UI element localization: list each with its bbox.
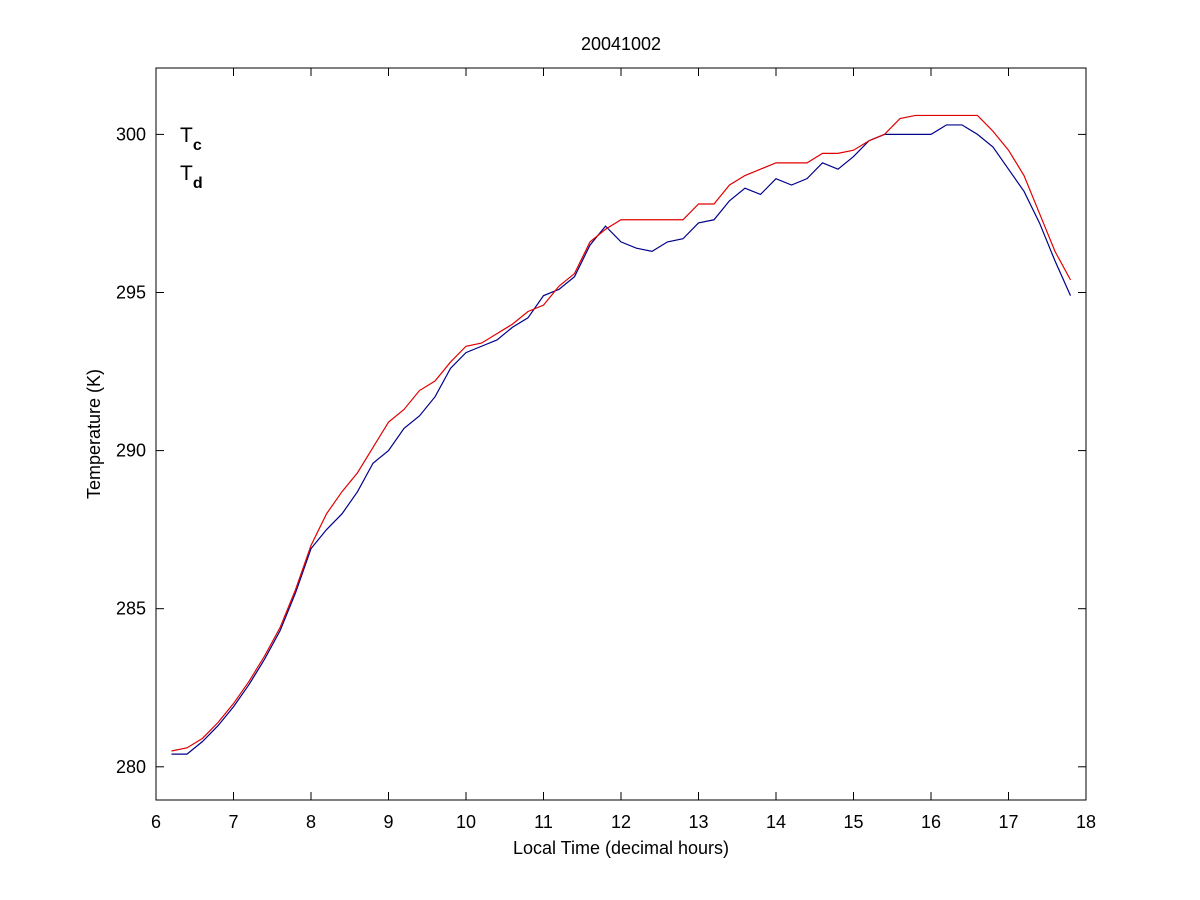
data-line <box>171 114 1072 752</box>
x-tick-label: 11 <box>534 812 553 832</box>
x-axis-label: Local Time (decimal hours) <box>513 838 729 858</box>
x-tick-label: 7 <box>228 812 238 832</box>
x-tick-label: 13 <box>688 812 708 832</box>
x-tick-label: 10 <box>456 812 476 832</box>
y-tick-label: 300 <box>116 124 146 144</box>
chart-title: 20041002 <box>581 34 661 54</box>
y-tick-label: 280 <box>116 757 146 777</box>
x-tick-label: 16 <box>921 812 941 832</box>
legend-entry: Td <box>180 162 203 192</box>
x-tick-label: 6 <box>151 812 161 832</box>
x-tick-label: 14 <box>766 812 786 832</box>
y-axis-label: Temperature (K) <box>84 369 104 499</box>
x-tick-label: 9 <box>383 812 393 832</box>
x-tick-label: 8 <box>306 812 316 832</box>
y-tick-label: 295 <box>116 283 146 303</box>
x-tick-label: 15 <box>843 812 863 832</box>
y-tick-label: 285 <box>116 599 146 619</box>
x-tick-label: 18 <box>1076 812 1096 832</box>
x-tick-label: 12 <box>611 812 631 832</box>
plot-frame <box>155 67 1087 801</box>
data-line <box>171 124 1072 755</box>
x-tick-label: 17 <box>998 812 1018 832</box>
y-tick-label: 290 <box>116 441 146 461</box>
legend-entry: Tc <box>180 124 202 154</box>
